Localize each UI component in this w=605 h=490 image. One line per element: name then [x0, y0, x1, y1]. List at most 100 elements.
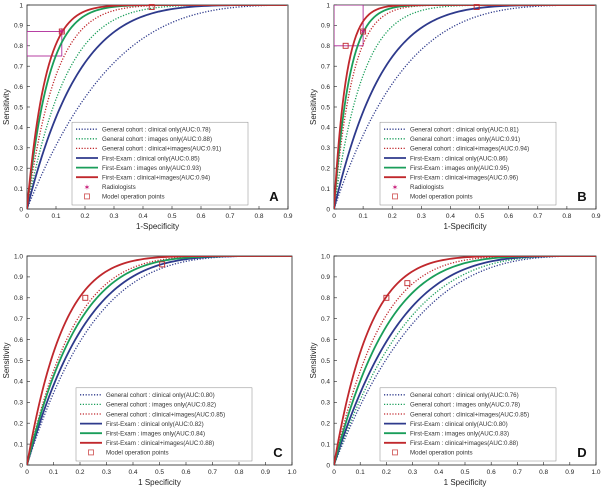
y-tick-label: 0.1 — [321, 441, 330, 448]
legend-entry: First-Exam : clinical+images(AUC:0.96) — [410, 175, 518, 182]
x-tick-label: 1.0 — [591, 469, 600, 476]
y-tick-label: 1.0 — [321, 253, 330, 260]
x-tick-label: 0.5 — [155, 469, 164, 476]
legend-box — [379, 387, 557, 462]
legend-marker — [84, 193, 90, 200]
x-tick-label: 0.6 — [196, 213, 205, 220]
x-tick-label: 0.9 — [565, 469, 574, 476]
y-tick-label: 0.9 — [14, 23, 23, 30]
x-tick-label: 0.1 — [359, 213, 368, 220]
roc-curve-2 — [334, 256, 596, 465]
legend-entry: First-Exam : clinical only(AUC:0.86) — [410, 155, 508, 162]
y-tick-label: 0.7 — [321, 316, 330, 323]
radiologist-point: ✶ — [359, 27, 367, 38]
y-tick-label: 0.9 — [14, 274, 23, 281]
legend-entry: General cohort : images only(AUC:0.78) — [410, 402, 520, 409]
model-operation-point — [473, 4, 480, 10]
x-tick-label: 0.9 — [283, 213, 292, 220]
legend-entry: General cohort : clinical only(AUC:0.80) — [106, 392, 215, 399]
legend-entry: General cohort : images only(AUC:0.82) — [106, 402, 216, 409]
y-tick-label: 0.4 — [321, 125, 330, 132]
panel-d: 0 0.1 0.2 0.3 0.4 0.5 0.6 0.7 0.8 0.9 1.0 0 0.1 0.2 0.… — [309, 253, 601, 487]
y-tick-label: 0.2 — [14, 421, 23, 428]
x-tick-label: 0.3 — [109, 213, 118, 220]
radiologist-point: ✶ — [58, 27, 66, 38]
legend: General cohort : clinical only(AUC:0.78)… — [71, 121, 249, 206]
x-tick-label: 0.4 — [446, 213, 455, 220]
y-tick-label: 0.6 — [321, 84, 330, 91]
panel-label: C — [273, 445, 283, 460]
roc-curve-5 — [27, 256, 292, 465]
legend-entry: Model operation points — [102, 194, 165, 201]
y-tick-label: 0.1 — [14, 441, 23, 448]
legend-entry: First-Exam : images only(AUC:0.93) — [102, 165, 201, 172]
x-tick-label: 0.1 — [49, 469, 58, 476]
plot-area — [334, 256, 596, 465]
x-tick-label: 0.9 — [591, 213, 600, 220]
roc-curve-5 — [334, 256, 596, 465]
legend-marker — [392, 449, 398, 456]
x-tick-label: 0.9 — [261, 469, 270, 476]
model-operation-point — [383, 294, 390, 301]
y-tick-label: 0 — [19, 462, 23, 469]
legend-box — [379, 121, 557, 206]
y-tick-label: 0.5 — [321, 104, 330, 111]
y-tick-label: 0.1 — [321, 186, 330, 193]
y-tick-label: 0.5 — [14, 358, 23, 365]
roc-curve-5 — [27, 5, 287, 209]
y-tick-label: 0.4 — [14, 379, 23, 386]
panel-a: 0 0.1 0.2 0.3 0.4 0.5 0.6 0.7 0.8 0.9 0 0.1 0.2 0.3 0.… — [2, 2, 293, 231]
y-tick-label: 0.7 — [321, 64, 330, 71]
y-tick-label: 0.6 — [14, 84, 23, 91]
y-tick-label: 0.8 — [321, 295, 330, 302]
roc-curve-1 — [334, 5, 595, 209]
x-tick-label: 0.7 — [533, 213, 542, 220]
x-tick-label: 0 — [25, 469, 29, 476]
y-tick-label: 0 — [326, 206, 330, 213]
x-tick-label: 0 — [332, 469, 336, 476]
legend-entry: Radiologists — [102, 184, 136, 191]
x-tick-label: 0.4 — [434, 469, 443, 476]
model-operation-point — [404, 280, 411, 287]
y-axis-label: Sensitivity — [309, 342, 318, 378]
y-tick-label: 0.4 — [14, 125, 23, 132]
x-axis-label: 1 Specificity — [138, 478, 181, 487]
y-tick-label: 0 — [326, 462, 330, 469]
x-tick-label: 0.1 — [51, 213, 60, 220]
panel-label: D — [577, 445, 586, 460]
x-tick-label: 0.3 — [102, 469, 111, 476]
legend-entry: General cohort : clinical only(AUC:0.76) — [410, 392, 519, 399]
legend-marker — [392, 193, 398, 200]
model-operation-point — [148, 4, 155, 10]
y-tick-label: 0.3 — [321, 145, 330, 152]
x-tick-label: 0.5 — [460, 469, 469, 476]
x-tick-label: 1.0 — [287, 469, 296, 476]
panel-label: A — [269, 189, 279, 204]
panel-c: 0 0.1 0.2 0.3 0.4 0.5 0.6 0.7 0.8 0.9 1.0 0 0.1 0.2 0.… — [2, 253, 297, 487]
y-tick-label: 0.9 — [321, 274, 330, 281]
y-tick-label: 0.8 — [14, 43, 23, 50]
x-axis-label: 1-Specificity — [136, 222, 179, 231]
y-tick-label: 1 — [19, 2, 23, 9]
model-operation-point — [360, 28, 367, 35]
x-tick-label: 0.6 — [504, 213, 513, 220]
model-operation-point — [58, 28, 65, 35]
legend-entry: General cohort : clinical+images(AUC:0.8… — [410, 411, 529, 418]
y-tick-label: 0.2 — [321, 166, 330, 173]
legend-entry: First-Exam : clinical only(AUC:0.80) — [410, 421, 508, 428]
x-tick-label: 0.3 — [408, 469, 417, 476]
plot-area — [334, 5, 595, 209]
model-operation-point — [159, 261, 166, 268]
x-tick-label: 0.7 — [225, 213, 234, 220]
roc-curve-0 — [334, 256, 596, 465]
x-tick-label: 0.2 — [382, 469, 391, 476]
legend-entry: General cohort : clinical+images(AUC:0.9… — [102, 146, 221, 153]
panel-b: 0 0.1 0.2 0.3 0.4 0.5 0.6 0.7 0.8 0.9 0 0.1 0.2 0.3 0.… — [309, 2, 601, 231]
y-tick-label: 0.7 — [14, 316, 23, 323]
y-tick-label: 0.1 — [14, 186, 23, 193]
x-tick-label: 0.1 — [356, 469, 365, 476]
x-tick-label: 0.7 — [208, 469, 217, 476]
y-axis-label: Sensitivity — [2, 89, 11, 125]
legend-box — [71, 121, 249, 206]
